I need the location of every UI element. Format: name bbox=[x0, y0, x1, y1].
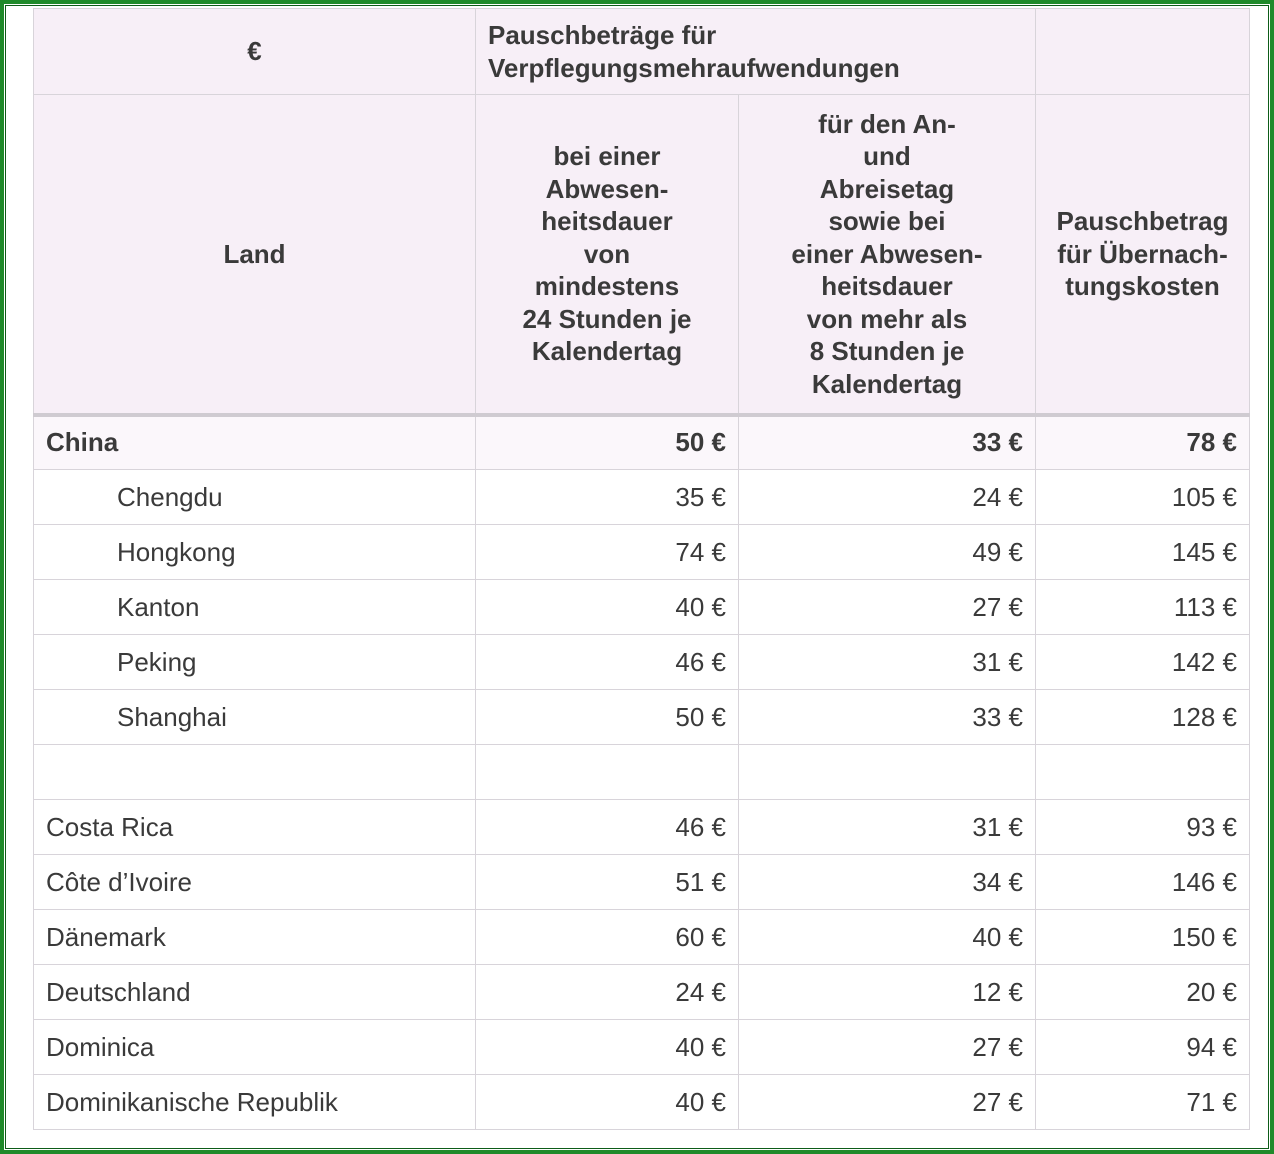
full-day-amount: 60 € bbox=[475, 909, 739, 965]
per-diem-table: € Pauschbeträge für Verpflegungsmehraufw… bbox=[33, 8, 1250, 1130]
full-day-amount: 74 € bbox=[475, 524, 739, 580]
country-name: Costa Rica bbox=[33, 799, 476, 855]
full-day-amount: 40 € bbox=[475, 1074, 739, 1130]
partial-day-amount: 31 € bbox=[738, 634, 1036, 690]
city-name: Hongkong bbox=[33, 524, 476, 580]
table-row: Deutschland 24 € 12 € 20 € bbox=[33, 964, 1250, 1020]
city-name: Peking bbox=[33, 634, 476, 690]
overnight-amount: 150 € bbox=[1035, 909, 1250, 965]
overnight-column-header: Pauschbetrag für Übernach- tungskosten bbox=[1035, 94, 1250, 415]
table-row: Dominica 40 € 27 € 94 € bbox=[33, 1019, 1250, 1075]
partial-day-amount: 27 € bbox=[738, 1074, 1036, 1130]
empty-header-cell bbox=[1035, 8, 1250, 95]
full-day-amount: 51 € bbox=[475, 854, 739, 910]
full-day-amount: 35 € bbox=[475, 469, 739, 525]
partial-day-amount: 27 € bbox=[738, 579, 1036, 635]
table-row: Costa Rica 46 € 31 € 93 € bbox=[33, 799, 1250, 855]
full-day-amount: 24 € bbox=[475, 964, 739, 1020]
full-day-amount: 46 € bbox=[475, 634, 739, 690]
full-day-amount: 46 € bbox=[475, 799, 739, 855]
partial-day-amount: 33 € bbox=[738, 689, 1036, 745]
partial-day-amount: 40 € bbox=[738, 909, 1036, 965]
header-row-2: Land bei einer Abwesen- heitsdauer von m… bbox=[33, 94, 1250, 415]
partial-day-amount: 31 € bbox=[738, 799, 1036, 855]
partial-day-amount: 27 € bbox=[738, 1019, 1036, 1075]
overnight-amount: 145 € bbox=[1035, 524, 1250, 580]
table-row: Dominikanische Republik 40 € 27 € 71 € bbox=[33, 1074, 1250, 1130]
overnight-amount bbox=[1035, 744, 1250, 800]
partial-day-amount: 24 € bbox=[738, 469, 1036, 525]
country-name: Dänemark bbox=[33, 909, 476, 965]
country-name: Deutschland bbox=[33, 964, 476, 1020]
overnight-amount: 78 € bbox=[1035, 412, 1250, 470]
country-name: Dominica bbox=[33, 1019, 476, 1075]
partial-day-amount bbox=[738, 744, 1036, 800]
meal-allowance-group-header: Pauschbeträge für Verpflegungsmehraufwen… bbox=[475, 8, 1036, 95]
partial-day-amount: 34 € bbox=[738, 854, 1036, 910]
overnight-amount: 142 € bbox=[1035, 634, 1250, 690]
table-row: Hongkong 74 € 49 € 145 € bbox=[33, 524, 1250, 580]
overnight-amount: 94 € bbox=[1035, 1019, 1250, 1075]
overnight-amount: 113 € bbox=[1035, 579, 1250, 635]
full-day-amount bbox=[475, 744, 739, 800]
land-column-header: Land bbox=[33, 94, 476, 415]
table-row: Shanghai 50 € 33 € 128 € bbox=[33, 689, 1250, 745]
city-name: Chengdu bbox=[33, 469, 476, 525]
overnight-amount: 20 € bbox=[1035, 964, 1250, 1020]
full-day-amount: 50 € bbox=[475, 689, 739, 745]
full-day-column-header: bei einer Abwesen- heitsdauer von mindes… bbox=[475, 94, 739, 415]
overnight-amount: 146 € bbox=[1035, 854, 1250, 910]
partial-day-amount: 33 € bbox=[738, 412, 1036, 470]
table-row: Dänemark 60 € 40 € 150 € bbox=[33, 909, 1250, 965]
table-row: China 50 € 33 € 78 € bbox=[33, 412, 1250, 470]
full-day-amount: 40 € bbox=[475, 1019, 739, 1075]
country-name: China bbox=[33, 412, 476, 470]
table-row: Kanton 40 € 27 € 113 € bbox=[33, 579, 1250, 635]
country-name bbox=[33, 744, 476, 800]
table-row: Côte d’Ivoire 51 € 34 € 146 € bbox=[33, 854, 1250, 910]
empty-spacer-row bbox=[33, 744, 1250, 800]
overnight-amount: 71 € bbox=[1035, 1074, 1250, 1130]
currency-header: € bbox=[33, 8, 476, 95]
table-row: Chengdu 35 € 24 € 105 € bbox=[33, 469, 1250, 525]
full-day-amount: 40 € bbox=[475, 579, 739, 635]
full-day-amount: 50 € bbox=[475, 412, 739, 470]
overnight-amount: 93 € bbox=[1035, 799, 1250, 855]
country-name: Côte d’Ivoire bbox=[33, 854, 476, 910]
partial-day-amount: 12 € bbox=[738, 964, 1036, 1020]
partial-day-column-header: für den An- und Abreisetag sowie bei ein… bbox=[738, 94, 1036, 415]
city-name: Kanton bbox=[33, 579, 476, 635]
overnight-amount: 105 € bbox=[1035, 469, 1250, 525]
header-row-1: € Pauschbeträge für Verpflegungsmehraufw… bbox=[33, 8, 1250, 95]
country-name: Dominikanische Republik bbox=[33, 1074, 476, 1130]
table-row: Peking 46 € 31 € 142 € bbox=[33, 634, 1250, 690]
city-name: Shanghai bbox=[33, 689, 476, 745]
overnight-amount: 128 € bbox=[1035, 689, 1250, 745]
partial-day-amount: 49 € bbox=[738, 524, 1036, 580]
